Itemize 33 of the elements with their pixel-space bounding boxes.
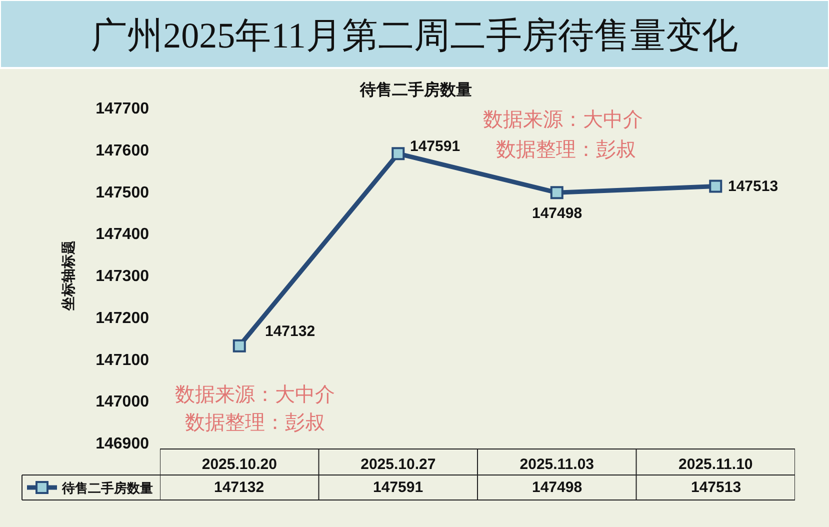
annotation: 147591 (410, 138, 460, 155)
y-tick-label: 146900 (96, 436, 150, 453)
annotation: 147498 (532, 205, 582, 222)
y-tick-label: 147700 (96, 100, 150, 118)
y-tick-label: 147200 (96, 310, 150, 327)
point (709, 180, 722, 193)
y-tick-label: 147500 (96, 184, 150, 202)
point (392, 147, 405, 160)
x-tick-label: 2025.11.10 (678, 456, 753, 473)
x-tick-label: 2025.10.27 (360, 456, 436, 473)
annotation: 147513 (728, 178, 778, 195)
data-label: 147591 (373, 479, 424, 496)
annotation: 数据整理：彭叔 (496, 139, 636, 161)
annotation: 数据来源：大中介 (175, 384, 335, 406)
y-tick-label: 147000 (96, 394, 150, 411)
x-tick-label: 2025.11.03 (520, 456, 594, 473)
y-tick-label: 147600 (96, 142, 150, 160)
chart-subtitle: 待售二手房数量 (359, 80, 472, 99)
point (550, 186, 564, 200)
point (232, 339, 246, 352)
x-tick-label: 2025.10.20 (202, 456, 277, 473)
data-label: 147132 (214, 479, 264, 496)
data-label: 147513 (691, 479, 742, 496)
legend-label: 待售二手房数量 (61, 480, 153, 496)
y-axis-title: 坐标轴标题 (60, 240, 76, 312)
annotation: 数据整理：彭叔 (185, 412, 325, 434)
y-tick-label: 147100 (96, 352, 150, 369)
annotation: 数据来源：大中介 (483, 109, 643, 131)
y-tick-label: 147400 (96, 226, 150, 244)
y-tick-label: 147300 (96, 268, 150, 286)
data-label: 147498 (532, 479, 582, 496)
chart-title: 广州2025年11月第二周二手房待售量变化 (91, 16, 738, 56)
annotation: 147132 (265, 323, 316, 340)
